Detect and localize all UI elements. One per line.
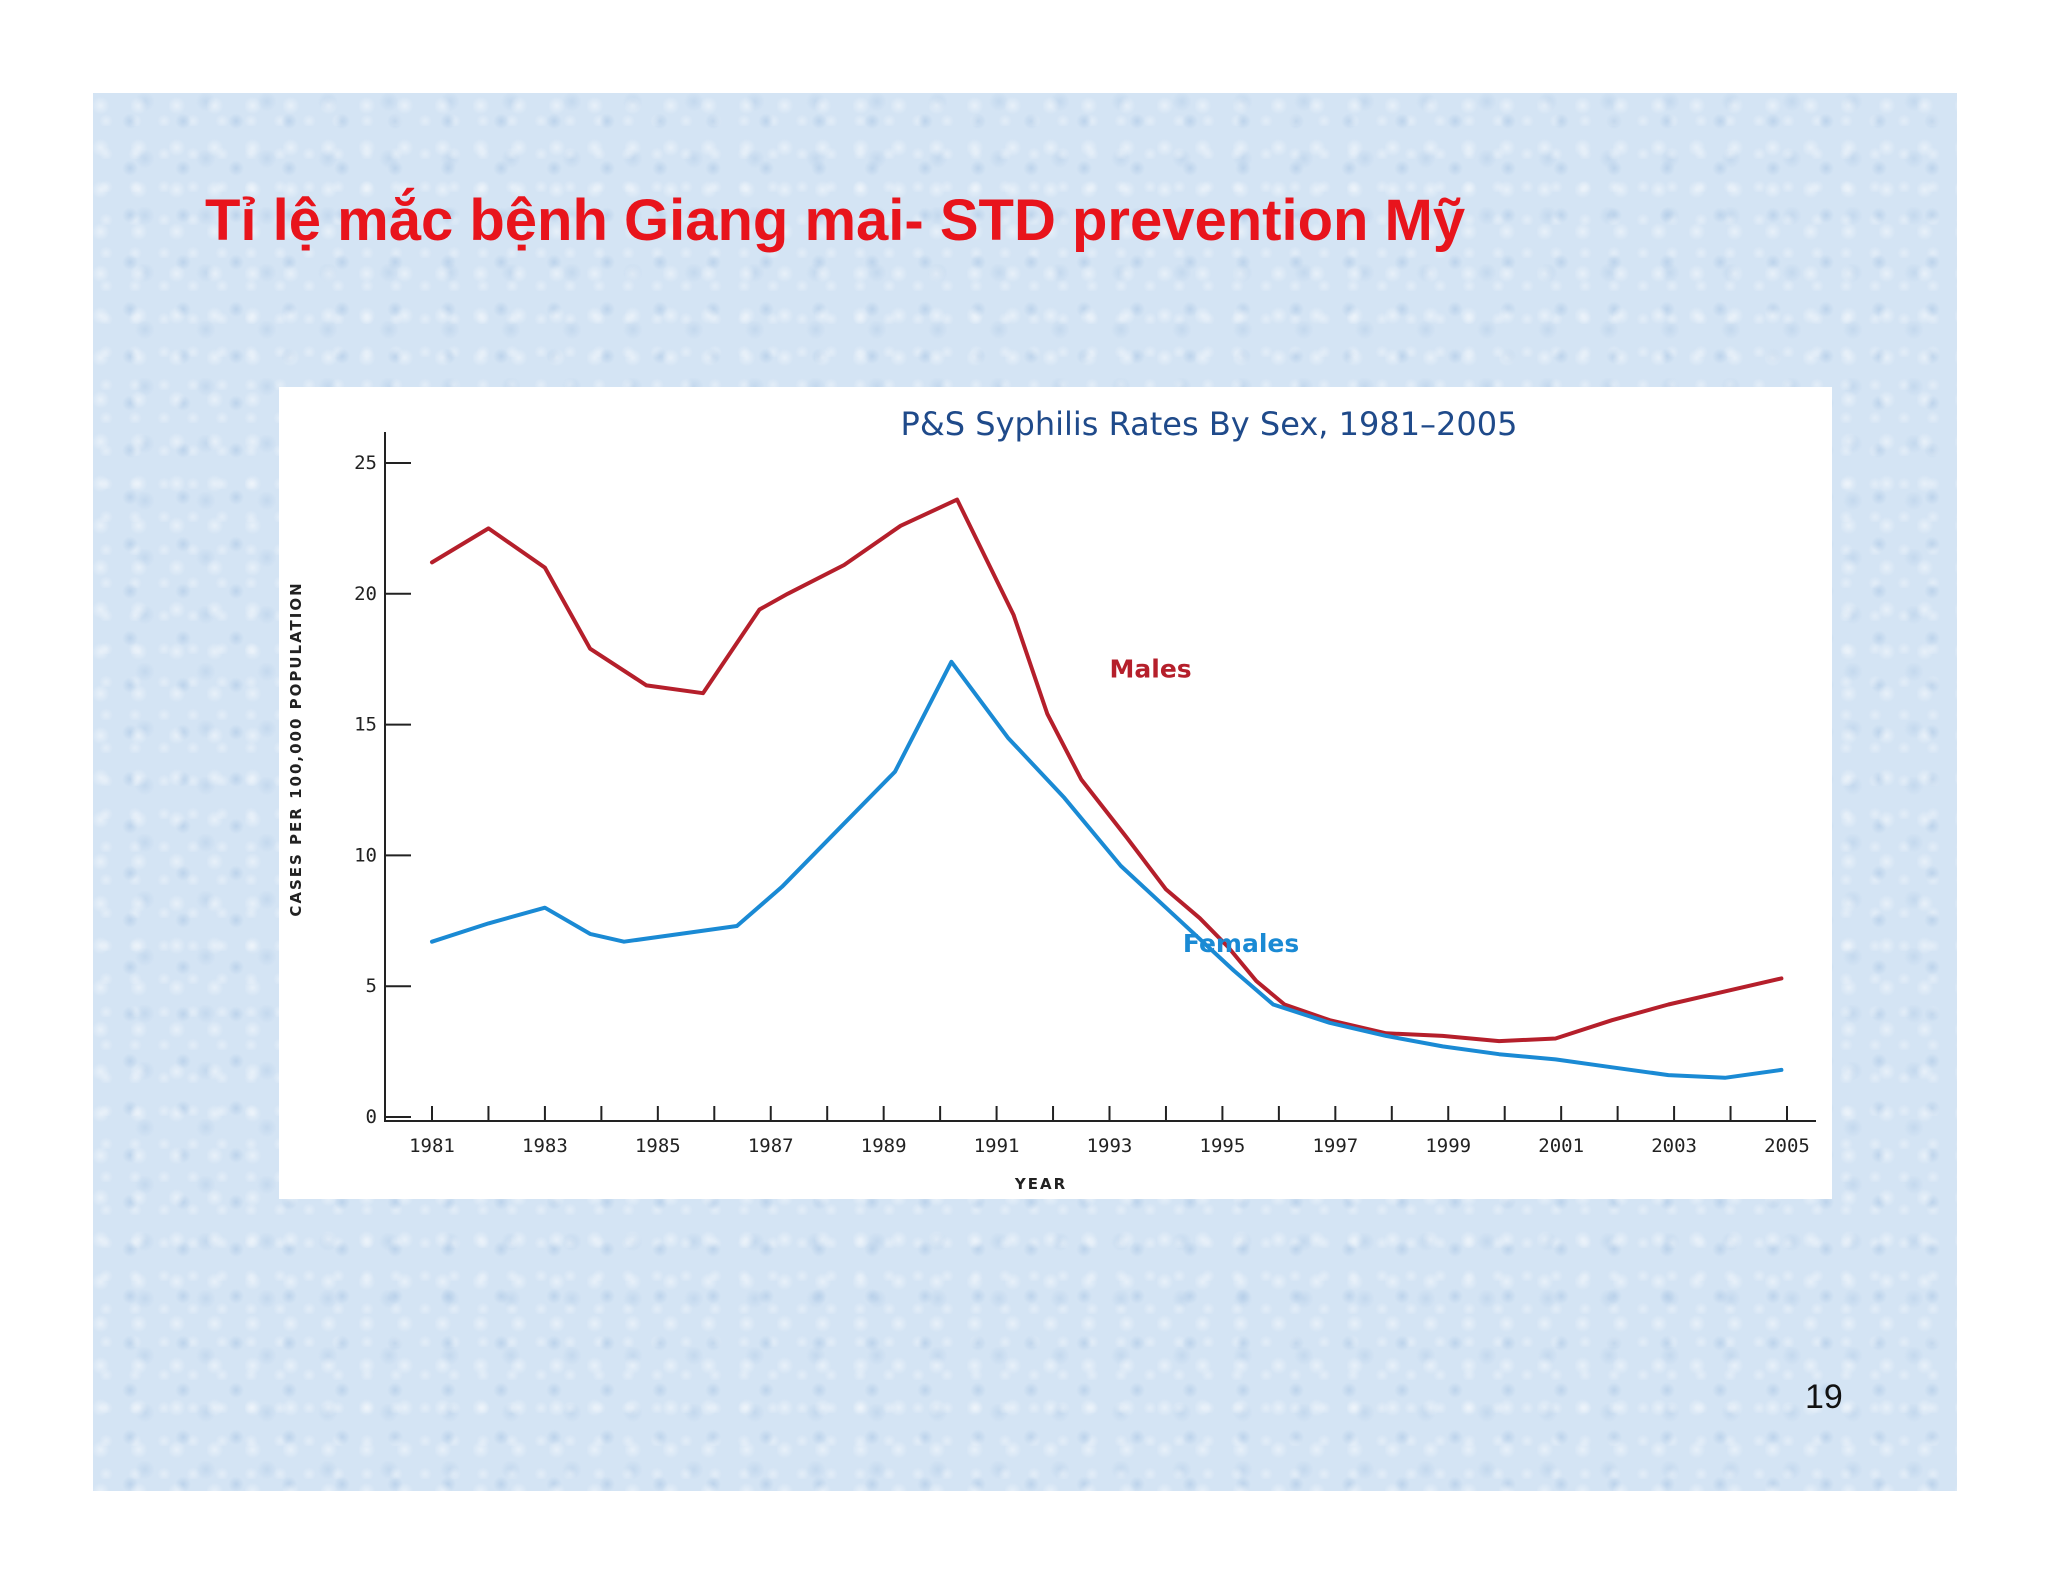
syphilis-rates-chart: P&S Syphilis Rates By Sex, 1981–2005 0 5 1… [287, 405, 1816, 1193]
x-tick-label: 1991 [974, 1135, 1020, 1157]
x-tick-label: 1989 [861, 1135, 907, 1157]
x-tick-label: 1983 [522, 1135, 568, 1157]
x-tick-label: 1995 [1200, 1135, 1246, 1157]
y-tick-label: 0 [366, 1106, 377, 1128]
page-number: 19 [1805, 1378, 1843, 1416]
series-lines [430, 497, 1784, 1080]
y-tick-label: 10 [354, 844, 377, 866]
chart-panel: P&S Syphilis Rates By Sex, 1981–2005 0 5 1… [279, 387, 1832, 1199]
series-line-males [430, 497, 1784, 1044]
x-tick-label: 1997 [1312, 1135, 1358, 1157]
y-axis-title: CASES PER 100,000 POPULATION [287, 581, 305, 916]
x-tick-label: 1981 [409, 1135, 455, 1157]
y-tick-label: 20 [354, 583, 377, 605]
x-tick-label: 1999 [1425, 1135, 1471, 1157]
x-tick-label: 2001 [1538, 1135, 1584, 1157]
x-tick-label: 2005 [1764, 1135, 1810, 1157]
x-tick-label: 1993 [1087, 1135, 1133, 1157]
x-tick-label: 1985 [635, 1135, 681, 1157]
axes: 0 5 10 15 20 25 1981 1983 1985 1987 1989 1991 1993 19… [354, 432, 1816, 1157]
series-label-males: Males [1110, 655, 1192, 684]
x-tick-label: 1987 [748, 1135, 794, 1157]
slide-title: Tỉ lệ mắc bệnh Giang mai- STD prevention… [205, 188, 1466, 253]
y-tick-label: 25 [354, 452, 377, 474]
y-tick-label: 5 [366, 975, 377, 997]
series-labels: Males Females [1110, 655, 1300, 959]
chart-title: P&S Syphilis Rates By Sex, 1981–2005 [901, 405, 1518, 443]
x-tick-label: 2003 [1651, 1135, 1697, 1157]
series-line-females [430, 659, 1784, 1080]
x-axis-title: YEAR [1014, 1175, 1067, 1193]
y-tick-label: 15 [354, 714, 377, 736]
series-label-females: Females [1183, 929, 1299, 958]
